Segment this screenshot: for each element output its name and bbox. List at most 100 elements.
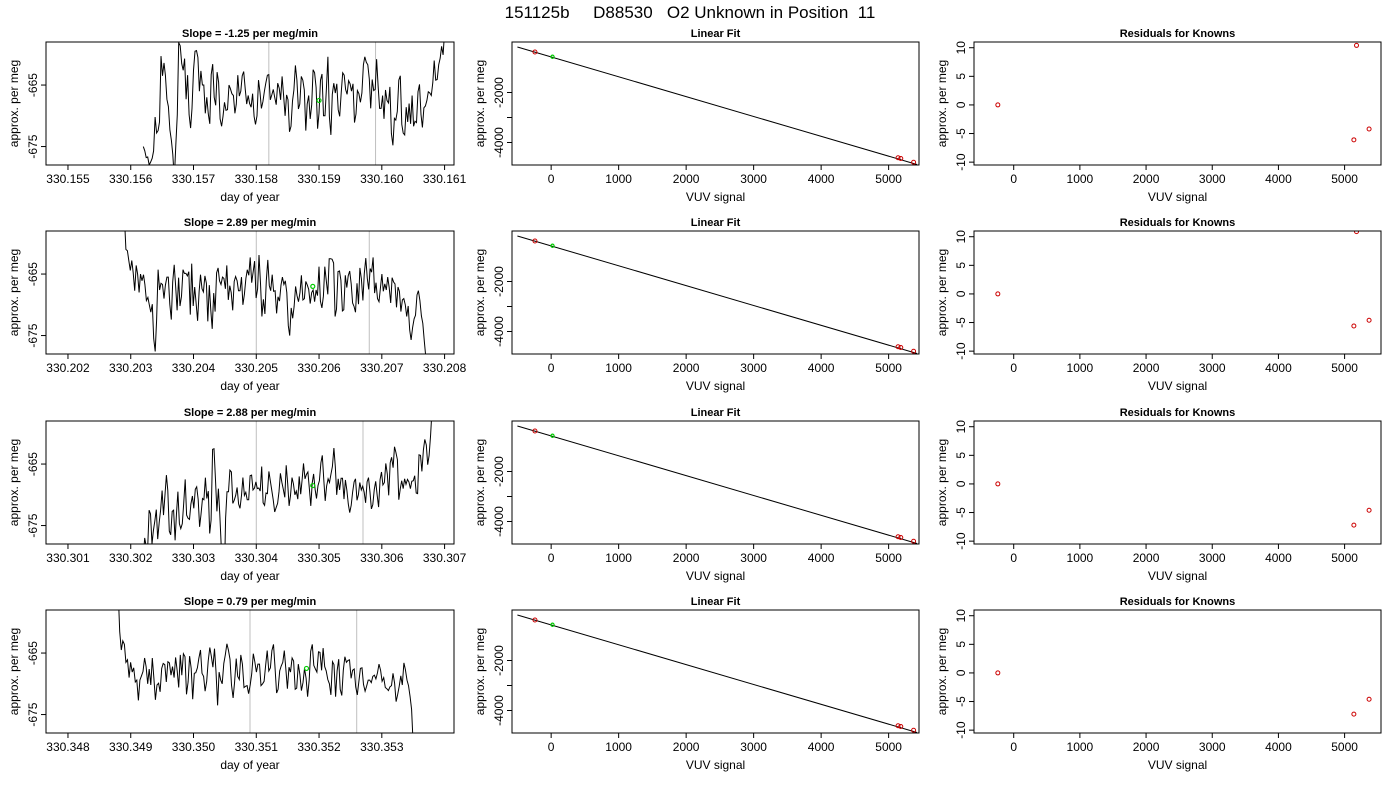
- y-tick-label: -2000: [492, 266, 506, 297]
- x-tick-label: 3000: [740, 361, 767, 375]
- fit-panel-title: Linear Fit: [691, 596, 741, 608]
- y-tick-label: -10: [954, 721, 968, 739]
- residual-point: [1354, 231, 1360, 235]
- trace-data: [124, 231, 427, 354]
- x-tick-label: 330.303: [172, 551, 216, 565]
- x-tick-label: 0: [548, 361, 555, 375]
- x-tick-label: 5000: [875, 551, 902, 565]
- known-point: [895, 344, 901, 350]
- x-tick-label: 3000: [740, 740, 767, 754]
- y-tick-label: -10: [954, 532, 968, 550]
- y-tick-label: 5: [954, 641, 968, 648]
- x-axis-label: VUV signal: [686, 569, 745, 583]
- x-tick-label: 5000: [1331, 740, 1358, 754]
- figure-title: 151125b D88530 O2 Unknown in Position 11: [505, 3, 876, 22]
- y-tick-label: -665: [26, 452, 40, 476]
- residual-point: [1366, 126, 1372, 132]
- unknown-point: [550, 54, 555, 59]
- x-tick-label: 5000: [1331, 361, 1358, 375]
- x-tick-label: 4000: [1265, 551, 1292, 565]
- x-axis-label: VUV signal: [686, 379, 745, 393]
- y-axis-label: approx. per meg: [7, 60, 21, 147]
- x-tick-label: 330.353: [360, 740, 404, 754]
- known-point: [898, 535, 904, 540]
- x-tick-label: 1000: [605, 361, 632, 375]
- residuals-data: [995, 481, 1372, 528]
- x-axis-label: VUV signal: [1148, 379, 1207, 393]
- y-tick-label: -4000: [492, 695, 506, 726]
- trace-line: [124, 231, 427, 354]
- y-tick-label: 5: [954, 262, 968, 269]
- x-axis-label: day of year: [220, 190, 279, 204]
- residual-point: [995, 481, 1001, 487]
- x-tick-label: 4000: [808, 172, 835, 186]
- residuals-panel-title: Residuals for Knowns: [1120, 217, 1236, 229]
- x-tick-label: 5000: [1331, 172, 1358, 186]
- y-axis-label: approx. per meg: [7, 439, 21, 526]
- known-point: [911, 727, 917, 733]
- residuals-frame: [973, 230, 1382, 355]
- x-tick-label: 1000: [1067, 172, 1094, 186]
- x-tick-label: 4000: [808, 361, 835, 375]
- y-axis-label: approx. per meg: [7, 628, 21, 715]
- y-axis-label: approx. per meg: [7, 249, 21, 336]
- x-tick-label: 3000: [1199, 172, 1226, 186]
- known-point: [895, 723, 901, 729]
- residual-point: [1354, 42, 1360, 48]
- row-3: Slope = 0.79 per meg/min 330.348 330.349 33…: [7, 596, 1382, 772]
- known-point: [532, 428, 538, 434]
- fit-data: [517, 614, 918, 733]
- residuals-panel: Residuals for Knowns 0 1000 2000 3000 4000 500…: [935, 217, 1382, 393]
- residuals-panel: Residuals for Knowns 0 1000 2000 3000 4000 500…: [935, 596, 1382, 772]
- trace-frame: [45, 41, 455, 166]
- fit-panel: Linear Fit 0 1000 2000 3000 4000 5000 -2000 -400…: [473, 217, 920, 393]
- average-marker-green: [310, 482, 316, 489]
- fit-frame: [511, 230, 920, 355]
- x-tick-label: 330.205: [235, 361, 279, 375]
- fit-line: [517, 425, 918, 544]
- y-tick-label: 0: [954, 290, 968, 297]
- trace-panel: Slope = 2.89 per meg/min 330.202 330.203 33…: [7, 217, 467, 393]
- x-tick-label: 330.207: [360, 361, 404, 375]
- trace-data: [118, 610, 414, 733]
- x-axis-label: day of year: [220, 379, 279, 393]
- panels-grid: Slope = -1.25 per meg/min 330.155 330.156 3…: [7, 28, 1382, 772]
- x-tick-label: 3000: [1199, 361, 1226, 375]
- x-tick-label: 330.302: [109, 551, 153, 565]
- x-axis-label: VUV signal: [686, 758, 745, 772]
- row-0: Slope = -1.25 per meg/min 330.155 330.156 3…: [7, 28, 1382, 204]
- fit-panel: Linear Fit 0 1000 2000 3000 4000 5000 -2000 -400…: [473, 407, 920, 583]
- x-tick-label: 330.351: [235, 740, 279, 754]
- unknown-point: [550, 433, 555, 438]
- known-point: [895, 155, 901, 161]
- residual-point: [1351, 522, 1357, 528]
- residual-point: [1351, 323, 1357, 329]
- known-point: [532, 238, 538, 244]
- x-tick-label: 330.204: [172, 361, 216, 375]
- x-tick-label: 1000: [605, 740, 632, 754]
- y-tick-label: -665: [26, 262, 40, 286]
- x-tick-label: 4000: [808, 551, 835, 565]
- x-tick-label: 3000: [1199, 740, 1226, 754]
- residuals-data: [995, 670, 1372, 717]
- y-axis-label: approx. per meg: [473, 439, 487, 526]
- x-tick-label: 0: [1010, 172, 1017, 186]
- trace-panel: Slope = -1.25 per meg/min 330.155 330.156 3…: [7, 28, 467, 204]
- y-tick-label: 0: [954, 669, 968, 676]
- y-tick-label: 10: [954, 420, 968, 434]
- x-tick-label: 5000: [875, 361, 902, 375]
- trace-line: [142, 42, 445, 165]
- trace-line: [118, 610, 414, 733]
- y-axis-label: approx. per meg: [935, 439, 949, 526]
- y-tick-label: -5: [954, 696, 968, 707]
- y-tick-label: -5: [954, 507, 968, 518]
- residuals-panel-title: Residuals for Knowns: [1120, 596, 1236, 608]
- x-tick-label: 1000: [1067, 551, 1094, 565]
- x-tick-label: 2000: [673, 551, 700, 565]
- x-tick-label: 330.306: [360, 551, 404, 565]
- residuals-panel: Residuals for Knowns 0 1000 2000 3000 4000 500…: [935, 28, 1382, 204]
- residuals-panel-title: Residuals for Knowns: [1120, 407, 1236, 419]
- trace-panel: Slope = 2.88 per meg/min 330.301 330.302 33…: [7, 407, 467, 583]
